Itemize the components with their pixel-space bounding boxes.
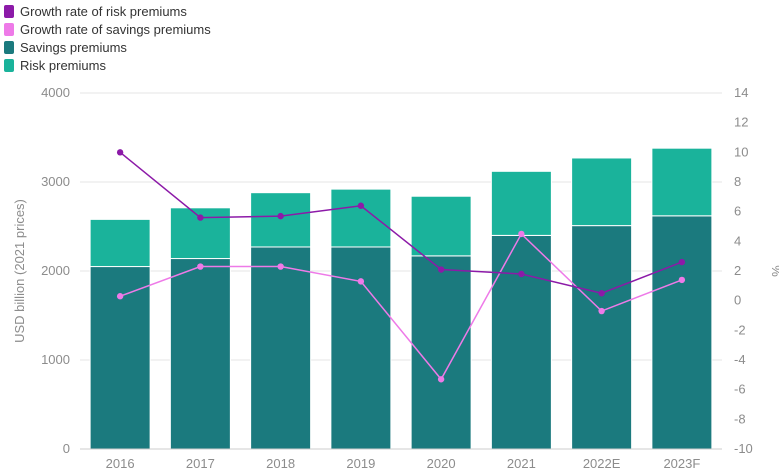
point-growth-rate-of-savings-premiums bbox=[197, 263, 204, 270]
legend-label: Savings premiums bbox=[20, 39, 127, 55]
line-growth-rate-of-savings-premiums bbox=[119, 232, 683, 381]
x-tick-label: 2019 bbox=[346, 456, 375, 471]
bar-risk-premiums bbox=[410, 195, 472, 257]
bar-risk-premiums bbox=[651, 147, 713, 217]
bar-savings-premiums bbox=[651, 215, 713, 450]
point-growth-rate-of-risk-premiums bbox=[116, 149, 124, 156]
bar-risk-premiums bbox=[330, 188, 392, 248]
point-growth-rate-of-savings-premiums bbox=[598, 307, 605, 315]
point-growth-rate-of-savings-premiums bbox=[518, 230, 525, 238]
x-tick-label: 2020 bbox=[427, 456, 456, 471]
bar-risk-premiums bbox=[571, 157, 633, 227]
bar-savings-premiums bbox=[169, 258, 231, 450]
x-tick-label: 2017 bbox=[186, 456, 215, 471]
chart-legend: Growth rate of risk premiums Growth rate … bbox=[4, 2, 211, 74]
point-growth-rate-of-risk-premiums bbox=[437, 266, 445, 273]
point-growth-rate-of-savings-premiums bbox=[277, 263, 284, 270]
y-axis-title: USD billion (2021 prices) bbox=[12, 199, 27, 343]
y2-tick-label: 2 bbox=[734, 263, 741, 278]
x-tick-label: 2016 bbox=[106, 456, 135, 471]
bar-risk-premiums bbox=[490, 170, 552, 236]
y-tick-label: 0 bbox=[63, 441, 70, 456]
y2-tick-label: 14 bbox=[734, 85, 748, 100]
point-growth-rate-of-risk-premiums bbox=[277, 212, 284, 220]
legend-item: Growth rate of savings premiums bbox=[4, 20, 211, 38]
point-growth-rate-of-risk-premiums bbox=[357, 202, 365, 209]
y-tick-label: 1000 bbox=[41, 352, 70, 367]
bar-savings-premiums bbox=[490, 234, 552, 450]
y2-tick-label: 10 bbox=[734, 144, 748, 159]
bar-risk-premiums bbox=[250, 192, 312, 248]
y2-tick-label: 4 bbox=[734, 233, 741, 248]
y2-tick-label: -6 bbox=[734, 382, 746, 397]
y-tick-label: 3000 bbox=[41, 174, 70, 189]
bar-savings-premiums bbox=[571, 225, 633, 450]
legend-label: Risk premiums bbox=[20, 57, 106, 73]
point-growth-rate-of-risk-premiums bbox=[598, 290, 605, 297]
y2-tick-label: -8 bbox=[734, 411, 746, 426]
line-growth-rate-of-risk-premiums bbox=[119, 151, 683, 295]
legend-swatch bbox=[4, 4, 14, 18]
point-growth-rate-of-savings-premiums bbox=[437, 376, 445, 383]
x-tick-label: 2018 bbox=[266, 456, 295, 471]
legend-swatch bbox=[4, 22, 14, 36]
bar-savings-premiums bbox=[410, 255, 472, 450]
point-growth-rate-of-savings-premiums bbox=[678, 276, 686, 284]
bar-risk-premiums bbox=[169, 207, 231, 260]
legend-item: Risk premiums bbox=[4, 56, 211, 74]
x-tick-label: 2022E bbox=[583, 456, 621, 471]
y2-tick-label: -10 bbox=[734, 441, 753, 456]
y2-tick-label: 8 bbox=[734, 174, 741, 189]
legend-label: Growth rate of savings premiums bbox=[20, 21, 211, 37]
point-growth-rate-of-risk-premiums bbox=[197, 214, 204, 221]
legend-item: Growth rate of risk premiums bbox=[4, 2, 211, 20]
point-growth-rate-of-risk-premiums bbox=[678, 258, 686, 266]
y2-tick-label: 0 bbox=[734, 293, 741, 308]
legend-item: Savings premiums bbox=[4, 38, 211, 56]
y2-tick-label: -4 bbox=[734, 352, 746, 367]
point-growth-rate-of-savings-premiums bbox=[116, 293, 124, 300]
x-tick-label: 2023F bbox=[663, 456, 700, 471]
legend-label: Growth rate of risk premiums bbox=[20, 3, 187, 19]
y2-axis-title: % bbox=[769, 265, 779, 277]
legend-swatch bbox=[4, 40, 14, 54]
y-tick-label: 2000 bbox=[41, 263, 70, 278]
bar-risk-premiums bbox=[89, 218, 151, 268]
y2-tick-label: 12 bbox=[734, 115, 748, 130]
point-growth-rate-of-risk-premiums bbox=[518, 270, 525, 278]
bar-savings-premiums bbox=[250, 246, 312, 450]
y-tick-label: 4000 bbox=[41, 85, 70, 100]
y2-tick-label: 6 bbox=[734, 204, 741, 219]
point-growth-rate-of-savings-premiums bbox=[357, 278, 365, 285]
y2-tick-label: -2 bbox=[734, 322, 746, 337]
legend-swatch bbox=[4, 58, 14, 72]
x-tick-label: 2021 bbox=[507, 456, 536, 471]
